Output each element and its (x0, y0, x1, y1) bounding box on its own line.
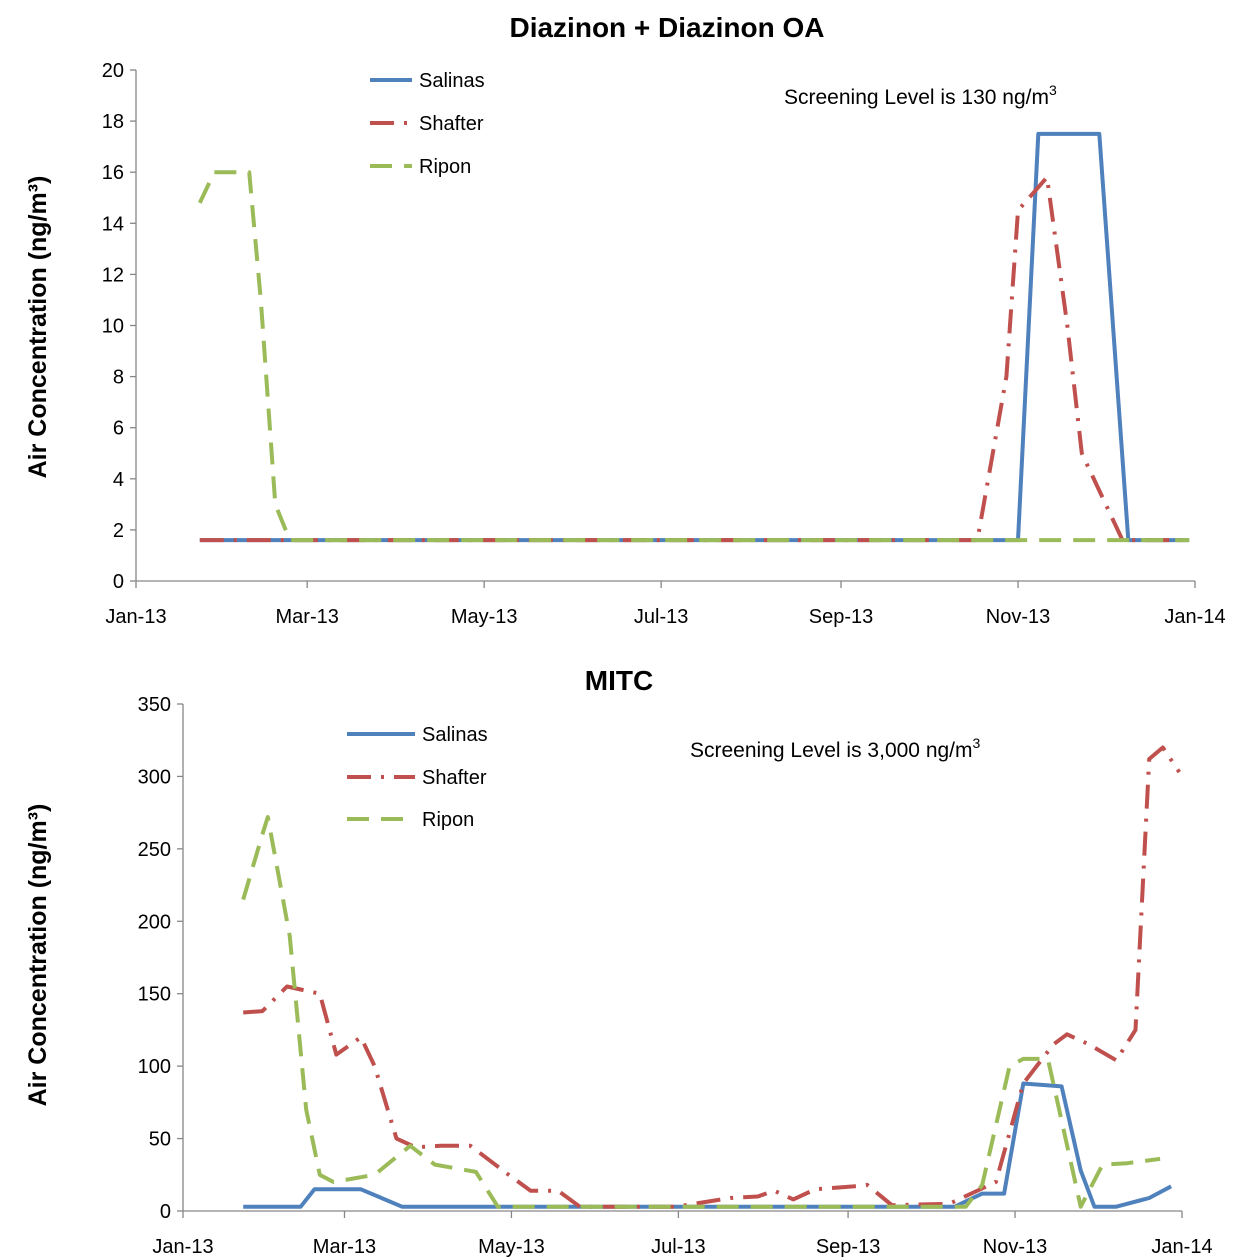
y-tick-label: 250 (138, 839, 171, 861)
legend: Salinas Shafter Ripon (370, 70, 485, 178)
series-line-shafter (243, 745, 1181, 1209)
x-tick-label: Nov-13 (983, 1236, 1047, 1258)
x-tick-label: Jan-13 (152, 1236, 213, 1258)
x-tick-label: May-13 (478, 1236, 545, 1258)
y-tick-label: 6 (113, 418, 124, 440)
x-tick-label: Nov-13 (986, 606, 1050, 628)
x-tick-label: Jul-13 (634, 606, 688, 628)
plot-area (197, 131, 1190, 543)
legend-label-salinas: Salinas (419, 70, 485, 92)
x-tick-label: Jan-13 (105, 606, 166, 628)
y-tick-label: 20 (102, 60, 124, 82)
chart-mitc: MITC Air Concentration (ng/m³) 0 50 100 150… (24, 665, 1213, 1258)
y-tick-label: 16 (102, 162, 124, 184)
y-tick-label: 14 (102, 213, 124, 235)
legend-label-ripon: Ripon (419, 156, 471, 178)
y-tick-label: 50 (149, 1129, 171, 1151)
y-tick-label: 2 (113, 520, 124, 542)
y-tick-label: 8 (113, 367, 124, 389)
y-tick-label: 100 (138, 1056, 171, 1078)
x-tick-label: Mar-13 (313, 1236, 376, 1258)
screening-level-note: Screening Level is 130 ng/m3 (784, 82, 1057, 109)
legend-label-salinas: Salinas (422, 724, 488, 746)
x-tick-label: May-13 (451, 606, 518, 628)
plot-area (241, 745, 1181, 1209)
y-axis-label: Air Concentration (ng/m³) (24, 804, 52, 1107)
y-tick-label: 300 (138, 766, 171, 788)
legend-label-ripon: Ripon (422, 809, 474, 831)
x-tick-label: Jan-14 (1151, 1236, 1212, 1258)
y-tick-label: 12 (102, 264, 124, 286)
y-tick-label: 350 (138, 694, 171, 716)
y-tick-label: 18 (102, 111, 124, 133)
y-tick-label: 200 (138, 911, 171, 933)
y-tick-label: 0 (113, 571, 124, 593)
series-line-ripon (241, 815, 1161, 1209)
chart-diazinon: Diazinon + Diazinon OA Air Concentration… (24, 12, 1226, 628)
x-tick-label: Sep-13 (816, 1236, 881, 1258)
screening-level-superscript: 3 (1049, 82, 1057, 98)
chart-title: MITC (585, 665, 653, 696)
x-tick-label: Sep-13 (809, 606, 874, 628)
y-tick-label: 4 (113, 469, 124, 491)
chart-title: Diazinon + Diazinon OA (509, 12, 824, 43)
series-line-ripon (197, 170, 1190, 543)
screening-level-note: Screening Level is 3,000 ng/m3 (690, 735, 981, 762)
legend-label-shafter: Shafter (419, 113, 484, 135)
x-tick-label: Mar-13 (276, 606, 339, 628)
y-tick-label: 10 (102, 316, 124, 338)
legend-label-shafter: Shafter (422, 767, 487, 789)
y-tick-label: 0 (160, 1201, 171, 1223)
x-tick-label: Jul-13 (651, 1236, 705, 1258)
screening-level-text: Screening Level is 3,000 ng/m (690, 739, 973, 762)
series-line-shafter (199, 175, 1190, 543)
screening-level-superscript: 3 (973, 735, 981, 751)
y-tick-label: 150 (138, 984, 171, 1006)
series-line-salinas (199, 131, 1190, 543)
series-line-salinas (243, 1081, 1173, 1209)
y-axis-label: Air Concentration (ng/m³) (24, 176, 52, 479)
screening-level-text: Screening Level is 130 ng/m (784, 86, 1049, 109)
legend: Salinas Shafter Ripon (347, 724, 488, 831)
x-tick-label: Jan-14 (1164, 606, 1225, 628)
